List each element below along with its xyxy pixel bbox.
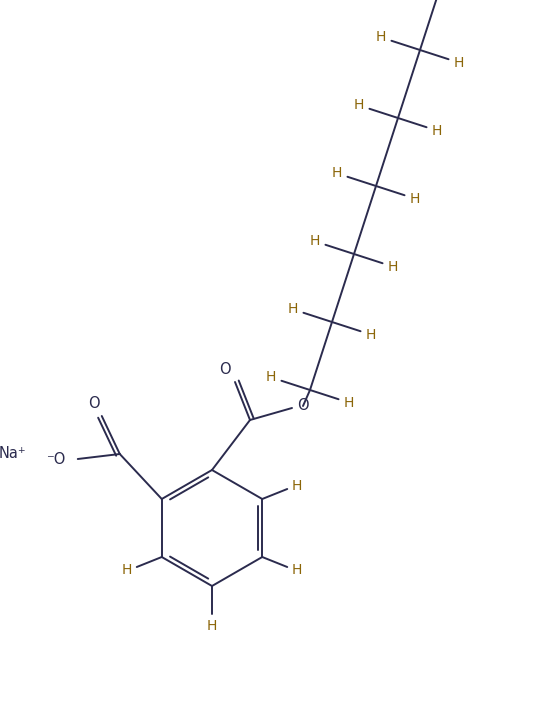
Text: H: H <box>432 124 442 138</box>
Text: H: H <box>376 30 386 44</box>
Text: H: H <box>332 167 342 181</box>
Text: O: O <box>297 399 309 413</box>
Text: O: O <box>88 396 100 411</box>
Text: H: H <box>266 370 276 385</box>
Text: H: H <box>207 619 217 633</box>
Text: H: H <box>354 98 364 112</box>
Text: O: O <box>219 363 231 378</box>
Text: H: H <box>366 328 376 342</box>
Text: H: H <box>310 234 320 248</box>
Text: H: H <box>410 192 420 205</box>
Text: H: H <box>288 302 298 316</box>
Text: H: H <box>476 0 486 1</box>
Text: H: H <box>292 563 302 577</box>
Text: H: H <box>454 56 464 70</box>
Text: Na⁺: Na⁺ <box>0 446 26 461</box>
Text: H: H <box>292 479 302 493</box>
Text: H: H <box>388 259 398 273</box>
Text: ⁻O: ⁻O <box>46 451 66 467</box>
Text: H: H <box>122 563 132 577</box>
Text: H: H <box>344 396 354 410</box>
